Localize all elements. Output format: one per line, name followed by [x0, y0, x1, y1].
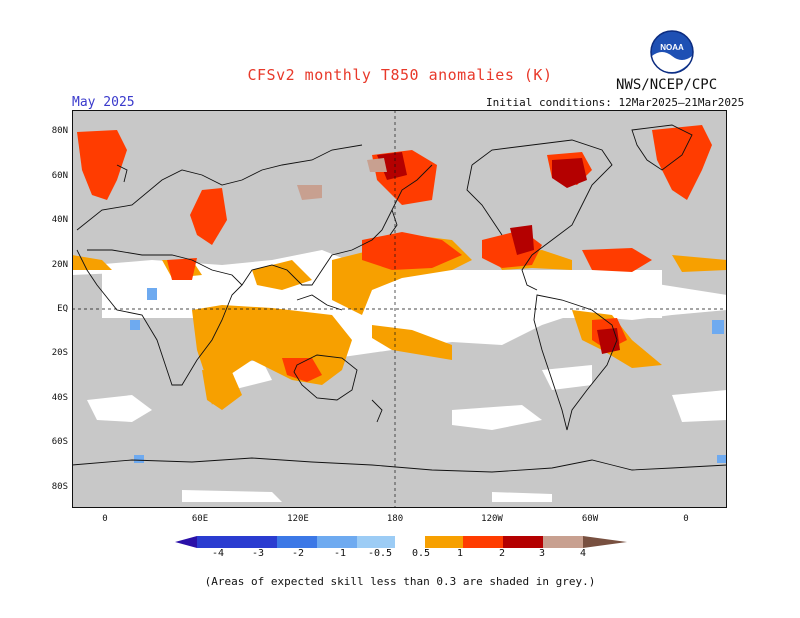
colorbar-swatch — [317, 536, 357, 548]
agency-label: NWS/NCEP/CPC — [616, 77, 718, 93]
anomaly-darkred-region — [377, 152, 620, 354]
lon-label: 120W — [481, 514, 503, 524]
lon-label: 60E — [191, 514, 209, 524]
colorbar-swatch — [237, 536, 277, 548]
colorbar-label: 3 — [538, 548, 546, 559]
colorbar-arrow-low — [175, 536, 197, 548]
lat-label: 40N — [51, 215, 68, 225]
colorbar-label: 0.5 — [411, 548, 431, 559]
neutral-white-region — [72, 250, 727, 502]
colorbar-label: -3 — [251, 548, 265, 559]
lat-label: 60S — [51, 437, 68, 447]
colorbar-swatch — [463, 536, 503, 548]
colorbar-swatch — [503, 536, 543, 548]
noaa-logo: NOAA — [650, 30, 694, 74]
colorbar-arrow-high — [583, 536, 627, 548]
colorbar-label: -1 — [333, 548, 347, 559]
colorbar-swatch — [357, 536, 395, 548]
colorbar-swatch — [197, 536, 237, 548]
colorbar-swatch — [543, 536, 583, 548]
map-title: CFSv2 monthly T850 anomalies (K) — [247, 66, 553, 84]
lon-label: 0 — [102, 514, 108, 524]
skill-note: (Areas of expected skill less than 0.3 a… — [204, 575, 596, 588]
lon-label: 0 — [683, 514, 689, 524]
colorbar-swatch — [425, 536, 463, 548]
forecast-month: May 2025 — [72, 95, 135, 110]
colorbar-swatch — [395, 536, 425, 548]
colorbar-label: -0.5 — [367, 548, 393, 559]
map-frame — [72, 110, 727, 508]
anomaly-blue-region — [130, 288, 727, 463]
coastlines — [71, 124, 728, 473]
lon-label: 60W — [581, 514, 599, 524]
lon-label: 180 — [386, 514, 404, 524]
lon-label: 120E — [287, 514, 309, 524]
colorbar-label: 2 — [498, 548, 506, 559]
lat-label: 60N — [51, 171, 68, 181]
colorbar-label: 1 — [456, 548, 464, 559]
lat-label: 80S — [51, 482, 68, 492]
lat-label: 20S — [51, 348, 68, 358]
colorbar-label: -4 — [211, 548, 225, 559]
colorbar-label: -2 — [291, 548, 305, 559]
logo-text: NOAA — [660, 43, 684, 52]
colorbar-swatch — [277, 536, 317, 548]
initial-conditions: Initial conditions: 12Mar2025–21Mar2025 — [486, 96, 745, 109]
grid-lines — [72, 110, 727, 508]
lat-label: 80N — [51, 126, 68, 136]
anomaly-rose-region — [297, 158, 387, 200]
anomaly-map — [71, 110, 728, 508]
colorbar-label: 4 — [579, 548, 587, 559]
lat-label: 40S — [51, 393, 68, 403]
colorbar — [175, 536, 627, 548]
lat-label: 20N — [51, 260, 68, 270]
lat-label: EQ — [57, 304, 68, 314]
